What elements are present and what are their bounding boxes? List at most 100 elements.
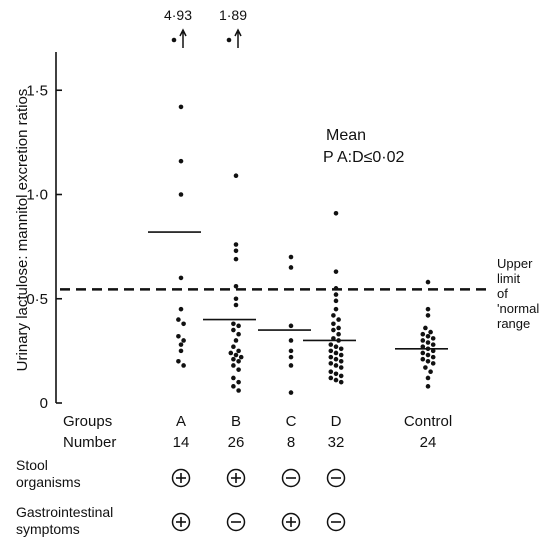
point-control-14 <box>420 350 426 356</box>
category-label-control: Control <box>404 413 452 430</box>
point-b-13 <box>236 348 241 354</box>
group-table: Groups Number A 14 B 26 C 8 D 32 Control 24 Stool org… <box>16 413 452 537</box>
point-b-2 <box>233 248 239 254</box>
point-a-11 <box>176 359 181 364</box>
offscale-label-b: 1·89 <box>219 7 247 23</box>
reference-line-group: Upper limit of'normal range <box>60 256 539 331</box>
point-d-29 <box>328 375 334 381</box>
y-tick-label-2: 1·0 <box>26 187 48 204</box>
point-c-2 <box>288 323 294 329</box>
point-c-6 <box>288 363 294 368</box>
point-d-31 <box>338 379 344 385</box>
point-a-9 <box>178 342 184 347</box>
category-label-a: A <box>176 413 186 430</box>
point-b-10 <box>236 331 241 337</box>
point-d-1 <box>333 269 339 274</box>
point-control-13 <box>430 348 436 354</box>
point-b-19 <box>231 363 236 368</box>
category-label-b: B <box>231 413 241 430</box>
point-control-7 <box>430 336 436 341</box>
offscale-point-b <box>226 37 232 43</box>
point-control-21 <box>428 369 433 375</box>
point-a-8 <box>181 338 186 343</box>
point-b-7 <box>231 321 236 327</box>
number-value-d: 32 <box>328 434 345 451</box>
point-control-19 <box>430 361 436 366</box>
point-b-6 <box>233 302 239 308</box>
point-d-16 <box>338 346 344 352</box>
point-control-23 <box>425 384 431 389</box>
point-a-5 <box>176 317 181 322</box>
point-d-18 <box>333 350 339 356</box>
point-control-15 <box>425 352 431 358</box>
point-c-1 <box>288 265 294 270</box>
point-b-15 <box>233 352 239 358</box>
point-control-5 <box>420 331 426 337</box>
point-control-1 <box>425 306 431 312</box>
point-control-20 <box>423 365 428 370</box>
category-label-c: C <box>286 413 297 430</box>
point-d-26 <box>328 369 334 375</box>
number-value-a: 14 <box>173 434 190 451</box>
point-b-18 <box>236 359 241 364</box>
point-c-3 <box>288 338 294 343</box>
stool-symbol-b-circle <box>226 468 246 488</box>
stool-symbol-d-circle <box>326 468 346 488</box>
point-a-12 <box>181 363 186 368</box>
y-tick-label-0: 0 <box>40 395 48 412</box>
point-d-21 <box>333 356 339 362</box>
offscale-label-a: 4·93 <box>164 7 192 23</box>
point-d-3 <box>333 292 339 297</box>
point-d-22 <box>338 359 344 364</box>
point-d-6 <box>331 313 336 318</box>
point-d-13 <box>336 338 341 343</box>
offscale-arrow-a <box>179 28 187 48</box>
stool-organisms-label: Stool organisms <box>16 457 81 490</box>
offscale-arrow-b <box>234 28 242 48</box>
upper-limit-label: Upper limit of'normal range <box>497 256 539 331</box>
stool-symbol-c-circle <box>281 468 301 488</box>
point-b-20 <box>236 367 241 372</box>
point-b-14 <box>228 350 234 356</box>
point-b-17 <box>231 356 236 362</box>
point-a-3 <box>178 275 184 281</box>
point-d-25 <box>338 365 344 370</box>
point-d-10 <box>331 327 336 333</box>
point-b-16 <box>238 354 244 360</box>
point-control-12 <box>425 346 431 352</box>
y-tick-label-1: 0·5 <box>26 291 48 308</box>
point-control-6 <box>425 333 431 339</box>
point-b-5 <box>233 296 239 302</box>
category-label-d: D <box>331 413 342 430</box>
point-control-3 <box>423 325 428 331</box>
gi-symptoms-label: Gastrointestinal symptoms <box>16 504 113 537</box>
point-control-17 <box>420 356 426 362</box>
point-d-28 <box>338 373 344 379</box>
point-a-10 <box>178 348 184 354</box>
point-d-8 <box>331 321 336 327</box>
point-control-2 <box>425 313 431 318</box>
point-a-1 <box>178 158 184 164</box>
point-b-24 <box>236 388 241 393</box>
point-control-4 <box>428 329 433 335</box>
point-c-4 <box>288 348 294 354</box>
point-b-22 <box>236 379 241 385</box>
point-b-1 <box>233 242 239 247</box>
point-b-3 <box>233 256 239 262</box>
point-b-0 <box>233 173 239 179</box>
gi-symbol-d-circle <box>326 512 346 532</box>
point-a-0 <box>178 104 184 110</box>
y-axis-label: Urinary lactulose: mannitol excretion ra… <box>14 89 31 372</box>
point-control-8 <box>420 338 426 343</box>
point-b-9 <box>231 327 236 333</box>
number-value-c: 8 <box>287 434 295 451</box>
point-d-24 <box>333 363 339 368</box>
number-value-control: 24 <box>420 434 437 451</box>
y-ticks: 0 0·5 1·0 1·5 <box>26 82 62 412</box>
point-d-15 <box>333 344 339 350</box>
gi-symbol-c-circle <box>281 512 301 532</box>
point-b-23 <box>231 384 236 389</box>
point-d-2 <box>333 286 339 291</box>
point-d-12 <box>331 336 336 341</box>
